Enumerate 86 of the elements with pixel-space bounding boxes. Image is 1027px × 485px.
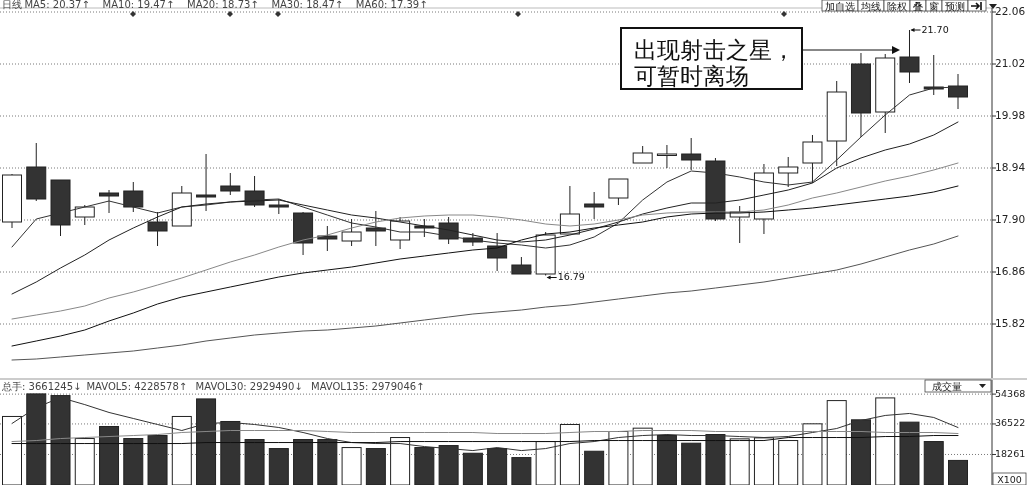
annotation: 16.79 (557, 271, 585, 282)
annotation: 总手: 3661245↓ (1, 381, 82, 392)
annotation: 叠 (913, 0, 923, 12)
bar (729, 438, 750, 485)
bar (2, 415, 22, 485)
bar (559, 423, 580, 485)
annotation: 除权 (887, 0, 907, 12)
candlestick (244, 175, 265, 208)
bar (632, 427, 653, 485)
line-series (11, 185, 959, 347)
annotation: MA20: 18.73↑ (187, 0, 259, 10)
bar (123, 438, 144, 485)
bar (535, 441, 556, 485)
candlestick (438, 216, 459, 245)
candlestick (608, 178, 629, 206)
y-tick-label: 36522 (995, 417, 1026, 429)
button: 预测 (941, 0, 969, 12)
candlestick (802, 134, 823, 184)
bar (899, 421, 920, 485)
button: 除权 (883, 0, 911, 12)
bar (171, 415, 192, 485)
annotation: 日线 (2, 0, 22, 10)
bar (923, 441, 944, 485)
y-tick-label: 54368 (995, 387, 1026, 399)
y-tick-label: 16.86 (995, 265, 1026, 277)
annotation: 预测 (945, 0, 965, 12)
bar (390, 437, 411, 485)
annotation: MA30: 18.47↑ (271, 0, 344, 10)
bar (584, 450, 605, 485)
bar (511, 457, 532, 485)
candlestick (220, 172, 241, 196)
annotation: 出现射击之星，可暂时离场 (634, 37, 795, 89)
bar (244, 439, 265, 485)
bar (948, 459, 968, 485)
unit-box: X100 (992, 472, 1027, 485)
candlestick (317, 225, 338, 252)
annotation: 21.70 (921, 23, 949, 35)
line-series (11, 435, 959, 445)
y-tick-label: 15.82 (995, 317, 1026, 329)
y-tick-label: 18261 (995, 447, 1026, 459)
candlestick (778, 156, 799, 188)
bar (268, 448, 289, 485)
button: 叠 (909, 0, 927, 12)
y-tick-label: 21.02 (995, 57, 1026, 69)
candlestick (74, 204, 95, 226)
annotation: MAVOL5: 4228578↑ (86, 381, 188, 392)
annotation: MAVOL135: 2979046↑ (311, 381, 425, 392)
button: 窗 (925, 0, 943, 12)
candlestick (681, 137, 702, 171)
bar (778, 440, 799, 485)
bar (681, 442, 702, 485)
y-tick-label: 18.94 (995, 161, 1026, 173)
y-tick-label: 22.06 (995, 5, 1026, 17)
annotation: 均线 (860, 0, 881, 12)
y-tick-label: 19.98 (995, 109, 1026, 121)
candlestick (99, 189, 120, 214)
bar (753, 437, 774, 485)
button: 均线 (857, 0, 885, 12)
annotation: MA10: 19.47↑ (102, 0, 175, 10)
annotation: 窗 (929, 0, 939, 12)
bar (99, 426, 120, 485)
annotation: MA60: 17.39↑ (355, 0, 428, 10)
bar (875, 397, 896, 485)
dropdown-field: 成交量 (924, 379, 992, 393)
annotation: 加自选 (825, 0, 855, 12)
candlestick (341, 218, 362, 247)
bar (826, 400, 847, 485)
candlestick (196, 153, 217, 212)
candlestick (123, 181, 144, 213)
bar (74, 438, 95, 485)
bar (608, 431, 629, 485)
bar (293, 439, 314, 485)
annotation: MAVOL30: 2929490↓ (195, 381, 303, 392)
line-series (11, 162, 959, 320)
bar (341, 447, 362, 485)
bar (802, 423, 823, 485)
annotation: MA5: 20.37↑ (24, 0, 90, 10)
y-tick-label: 17.90 (995, 213, 1026, 225)
bar (365, 448, 386, 485)
bar (462, 452, 483, 485)
button: 加自选 (821, 0, 859, 12)
candlestick (656, 144, 677, 169)
candlestick (584, 191, 605, 220)
line-series (11, 430, 959, 443)
bar (147, 435, 168, 485)
annotation: 成交量 (932, 381, 962, 392)
